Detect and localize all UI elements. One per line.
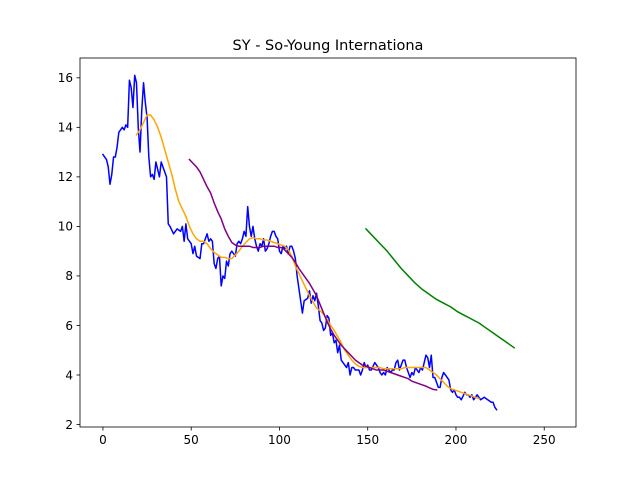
x-tick-label: 100 bbox=[268, 433, 291, 447]
chart-title: SY - So-Young Internationa bbox=[233, 38, 424, 54]
series-line-1 bbox=[101, 74, 498, 411]
y-tick-label: 8 bbox=[65, 269, 73, 283]
y-tick-label: 10 bbox=[58, 220, 73, 234]
x-tick-label: 50 bbox=[184, 433, 199, 447]
series-line-3 bbox=[188, 158, 438, 391]
series-line-4 bbox=[364, 227, 516, 349]
y-tick-label: 14 bbox=[58, 121, 73, 135]
y-tick-label: 4 bbox=[65, 368, 73, 382]
x-tick-label: 250 bbox=[533, 433, 556, 447]
y-tick-label: 6 bbox=[65, 319, 73, 333]
y-tick-label: 16 bbox=[58, 71, 73, 85]
x-tick-label: 0 bbox=[99, 433, 107, 447]
series-layer bbox=[101, 74, 516, 411]
axes-layer: 0 50 100 150 200 250 2 4 6 8 10 12 14 16 bbox=[58, 57, 577, 447]
x-tick-label: 200 bbox=[445, 433, 468, 447]
series-line-2 bbox=[135, 114, 480, 400]
plot-frame bbox=[79, 57, 577, 428]
y-tick-label: 2 bbox=[65, 418, 73, 432]
x-tick-label: 150 bbox=[356, 433, 379, 447]
y-tick-label: 12 bbox=[58, 170, 73, 184]
